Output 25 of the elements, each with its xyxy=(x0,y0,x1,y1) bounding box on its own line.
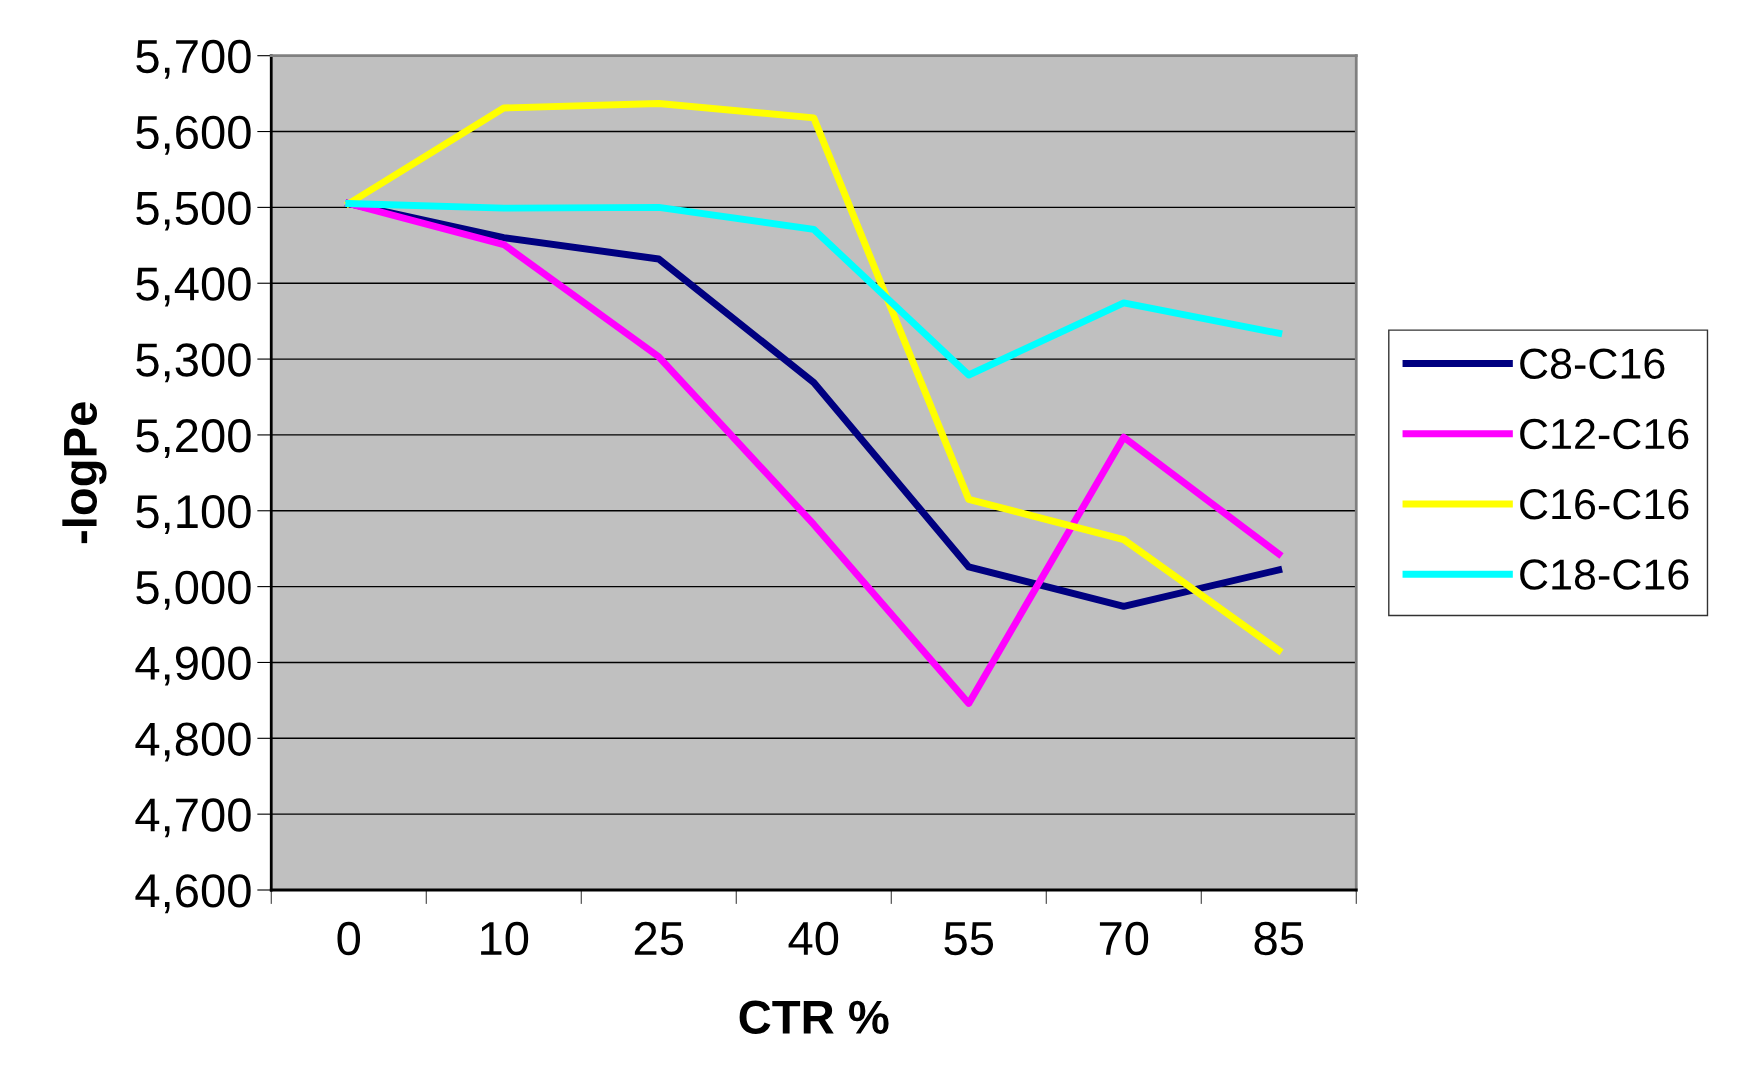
y-tick-label: 4,900 xyxy=(135,646,251,686)
x-tick-label: 10 xyxy=(481,921,529,956)
x-tick-label: 40 xyxy=(788,921,839,956)
y-tick-label: 5,200 xyxy=(136,419,251,459)
x-tick-label: 0 xyxy=(337,921,361,956)
y-tick-label: 5,600 xyxy=(136,115,251,155)
y-tick-label: 5,300 xyxy=(136,343,251,383)
y-tick-label: 5,100 xyxy=(136,494,251,534)
x-tick-label: 25 xyxy=(634,921,684,956)
y-tick-label: 4,800 xyxy=(135,722,251,762)
x-axis-title: CTR % xyxy=(739,1000,889,1034)
x-tick-label: 70 xyxy=(1099,921,1149,956)
y-tick-label: 5,500 xyxy=(136,191,251,231)
y-tick-label: 5,000 xyxy=(136,570,251,610)
legend-label: C8-C16 xyxy=(1520,348,1665,379)
legend-label: C12-C16 xyxy=(1520,418,1689,450)
y-tick-label: 5,400 xyxy=(136,267,251,307)
y-tick-label: 4,600 xyxy=(135,874,251,914)
y-axis-title: -logPe xyxy=(62,402,107,544)
legend-label: C18-C16 xyxy=(1520,559,1689,590)
legend-label: C16-C16 xyxy=(1520,489,1689,520)
x-tick-label: 85 xyxy=(1254,921,1304,956)
y-tick-label: 4,700 xyxy=(135,798,251,838)
y-tick-label: 5,700 xyxy=(136,39,251,79)
x-tick-label: 55 xyxy=(944,922,994,956)
